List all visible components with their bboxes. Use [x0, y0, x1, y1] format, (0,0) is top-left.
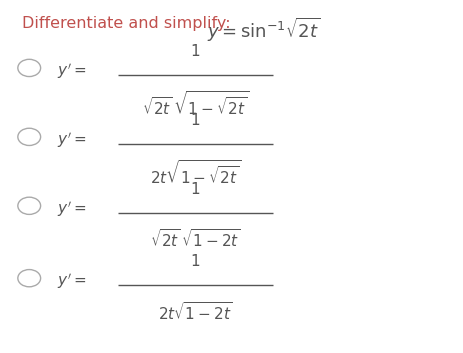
- Text: $1$: $1$: [190, 112, 200, 128]
- Text: $1$: $1$: [190, 181, 200, 197]
- Text: $2t\sqrt{1-2t}$: $2t\sqrt{1-2t}$: [158, 301, 232, 323]
- Text: $1$: $1$: [190, 253, 200, 269]
- Text: $y' =$: $y' =$: [56, 61, 86, 81]
- Text: $\sqrt{2t}\,\sqrt{1-\sqrt{2t}}$: $\sqrt{2t}\,\sqrt{1-\sqrt{2t}}$: [142, 90, 249, 118]
- Text: $y' =$: $y' =$: [56, 131, 86, 150]
- Text: Differentiate and simplify:: Differentiate and simplify:: [22, 16, 231, 31]
- Text: $y' =$: $y' =$: [56, 272, 86, 292]
- Text: $y = \sin^{-1}\!\sqrt{2t}$: $y = \sin^{-1}\!\sqrt{2t}$: [206, 16, 320, 44]
- Text: $2t\sqrt{1-\sqrt{2t}}$: $2t\sqrt{1-\sqrt{2t}}$: [150, 159, 241, 187]
- Text: $\sqrt{2t}\,\sqrt{1-2t}$: $\sqrt{2t}\,\sqrt{1-2t}$: [150, 228, 240, 250]
- Text: $1$: $1$: [190, 43, 200, 59]
- Text: $y' =$: $y' =$: [56, 199, 86, 219]
